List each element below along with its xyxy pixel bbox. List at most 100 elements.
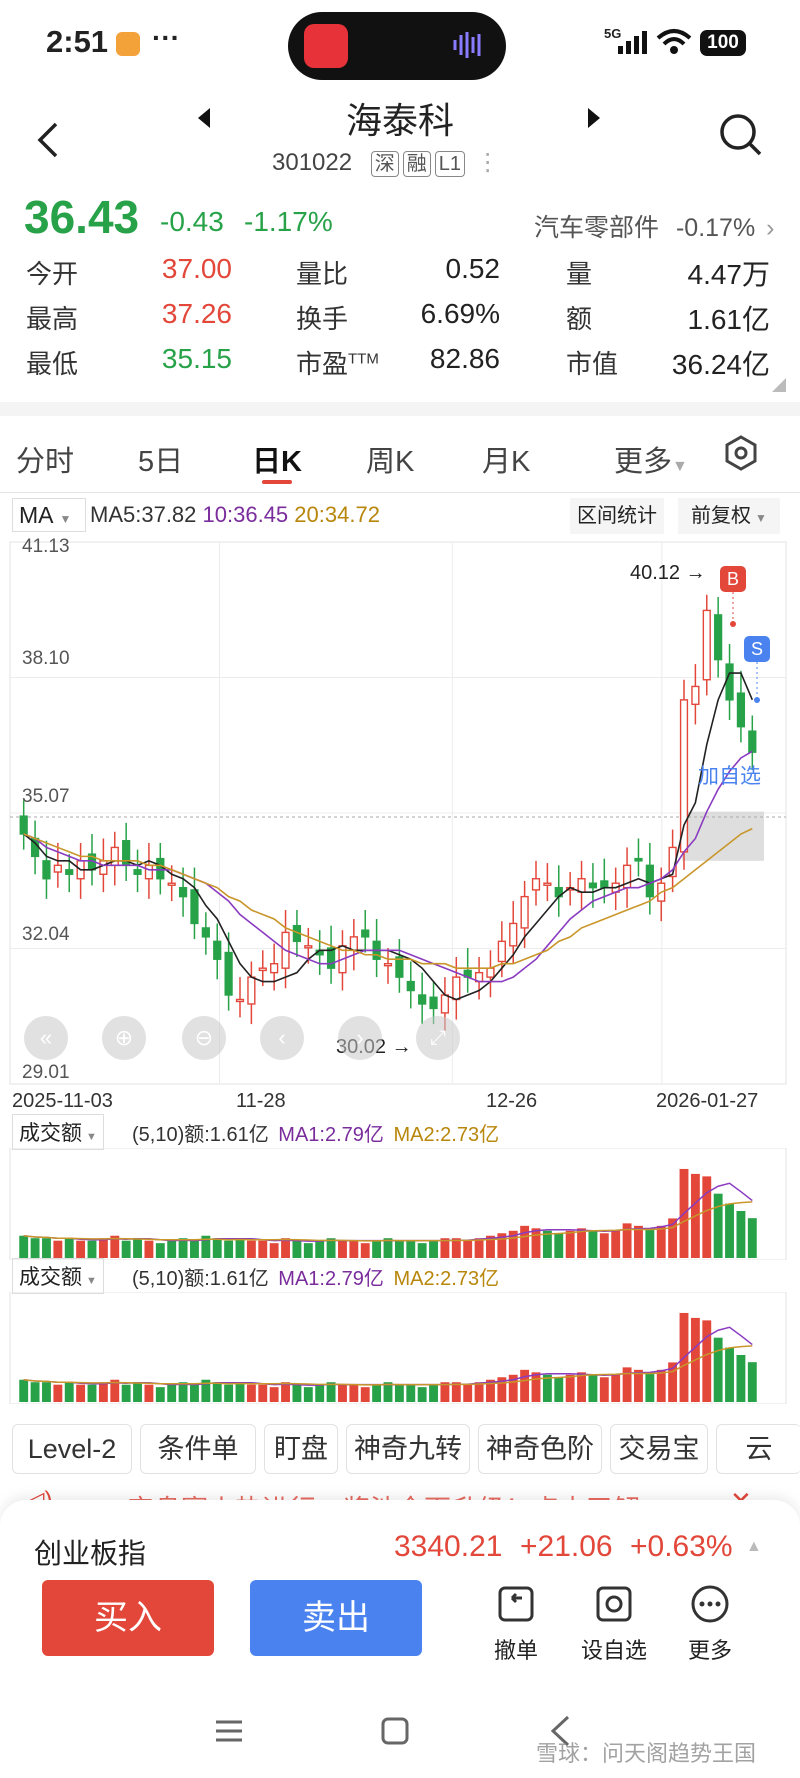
volume-bar [577, 1228, 586, 1258]
volume-bar [235, 1238, 245, 1258]
candle-body [748, 730, 757, 753]
add-watch-label[interactable]: 加自选 [698, 765, 761, 788]
volume-bar [406, 1384, 416, 1402]
candle-body [99, 860, 108, 875]
more-label: 更多 [687, 1638, 732, 1663]
wifi-icon [656, 28, 692, 61]
tool-magic-color[interactable]: 神奇色阶 [478, 1424, 602, 1474]
nav-menu-icon[interactable] [214, 1718, 244, 1749]
candle-body [19, 815, 28, 835]
sector-link[interactable]: 汽车零部件 -0.17% › [534, 208, 774, 244]
tab-intraday[interactable]: 分时 [16, 446, 75, 478]
volume-bar [292, 1240, 302, 1258]
candle-body [679, 699, 689, 853]
add-watch-button[interactable]: 设自选 [574, 1584, 654, 1665]
tool-magic-nine[interactable]: 神奇九转 [346, 1424, 470, 1474]
more-button[interactable]: 更多 [680, 1584, 740, 1665]
status-bar: 2:51 ··· 5G 100 [0, 0, 800, 90]
caret-up-icon[interactable]: ▲ [746, 1538, 762, 1555]
volume-ma1-line [23, 1326, 753, 1386]
kline-chart[interactable] [0, 534, 800, 1100]
tab-5day[interactable]: 5日 [138, 446, 184, 478]
buy-marker[interactable]: B [720, 566, 746, 592]
search-icon[interactable] [718, 112, 764, 163]
expand-corner-icon[interactable] [772, 378, 786, 392]
buy-button[interactable]: 买入 [42, 1580, 214, 1656]
back-button[interactable] [28, 116, 68, 164]
candle-body [304, 945, 313, 949]
nav-home-icon[interactable] [380, 1716, 410, 1751]
candle-body [167, 882, 176, 886]
volume-bar [292, 1384, 302, 1402]
open-value: 37.00 [161, 253, 232, 284]
volume-bar [588, 1230, 598, 1258]
tool-cloud[interactable]: 云 [716, 1424, 800, 1474]
selection-range [682, 811, 764, 861]
volume-bar [656, 1369, 666, 1402]
candle-body [497, 940, 506, 963]
volume-select-1[interactable]: 成交额 ▼ [12, 1114, 104, 1150]
candle-body [144, 864, 154, 880]
fullscreen-icon[interactable]: ⤢ [416, 1016, 460, 1060]
candle-body [600, 880, 609, 889]
tab-monthly-k[interactable]: 月K [482, 446, 531, 478]
volume-bar [531, 1372, 541, 1402]
volume-bar [497, 1377, 507, 1402]
adjust-select[interactable]: 前复权 ▼ [678, 498, 780, 534]
tab-weekly-k[interactable]: 周K [366, 446, 415, 478]
volume-bar [64, 1238, 74, 1258]
volume-bar [463, 1384, 473, 1402]
zoom-in-icon[interactable]: ⊕ [102, 1016, 146, 1060]
candle-body [520, 895, 529, 929]
volume-stat-2: (5,10)额:1.61亿 [132, 1268, 269, 1290]
stock-title: 海泰科 [345, 100, 454, 141]
next-stock-button[interactable] [584, 106, 604, 135]
volume-bar [463, 1240, 473, 1258]
volume-bar [394, 1384, 404, 1402]
tab-daily-k[interactable]: 日K [252, 446, 302, 478]
volume-bar [645, 1228, 655, 1258]
indicator-select[interactable]: MA ▼ [12, 498, 86, 532]
sell-button[interactable]: 卖出 [250, 1580, 422, 1656]
prev-stock-button[interactable] [194, 106, 214, 135]
settings-hex-icon[interactable] [722, 434, 760, 477]
y-tick-bottom: 29.01 [22, 1062, 70, 1083]
amount-value: 1.61亿 [687, 304, 771, 335]
volume-bar [235, 1382, 245, 1402]
candle-body [42, 860, 51, 880]
volume-bar [406, 1240, 416, 1258]
scroll-right-icon[interactable]: › [338, 1016, 382, 1060]
high-value: 37.26 [161, 298, 232, 329]
y-tick-3: 35.07 [22, 786, 70, 807]
volume-bar [133, 1238, 142, 1258]
ma-legend: MA5:37.82 10:36.45 20:34.72 [90, 502, 380, 528]
scroll-left-icon[interactable]: ‹ [260, 1016, 304, 1060]
tool-watch[interactable]: 盯盘 [264, 1424, 338, 1474]
zoom-out-icon[interactable]: ⊖ [182, 1016, 226, 1060]
volume-bar [19, 1379, 29, 1402]
caret-down-icon: ▼ [86, 1275, 97, 1287]
rewind-icon[interactable]: « [24, 1016, 68, 1060]
sell-marker[interactable]: S [744, 636, 770, 662]
tool-level2[interactable]: Level-2 [12, 1424, 132, 1474]
nav-back-icon[interactable] [548, 1714, 572, 1753]
volume-bar [634, 1225, 643, 1258]
volume-chart-1[interactable] [0, 1148, 800, 1260]
candle-body [452, 976, 461, 1001]
caret-down-icon: ▼ [672, 458, 688, 475]
volume-bar [224, 1384, 234, 1402]
candle-body [190, 889, 199, 925]
tool-conditional-order[interactable]: 条件单 [140, 1424, 256, 1474]
volume-bar [42, 1238, 51, 1258]
volume-select-2[interactable]: 成交额 ▼ [12, 1258, 104, 1294]
candle-body [201, 927, 210, 938]
cancel-order-button[interactable]: 撤单 [486, 1584, 546, 1665]
volume-label: 量 [566, 259, 593, 289]
tool-trade-treasure[interactable]: 交易宝 [610, 1424, 708, 1474]
volume-bar [451, 1382, 461, 1402]
volume-bar [508, 1374, 518, 1402]
price-change: -0.43 [160, 206, 224, 237]
range-stats-button[interactable]: 区间统计 [570, 498, 664, 534]
volume-chart-2[interactable] [0, 1292, 800, 1404]
tab-more[interactable]: 更多▼ [614, 438, 688, 480]
